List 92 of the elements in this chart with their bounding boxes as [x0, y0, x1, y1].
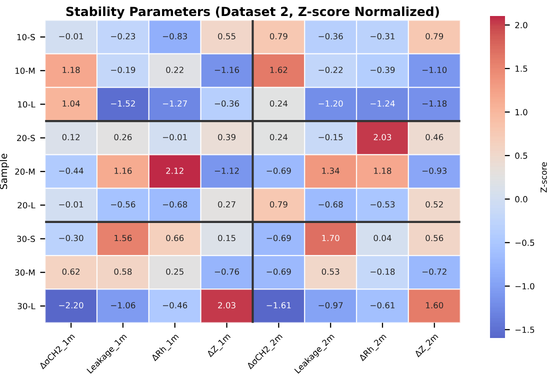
color-bar-label: −0.5 — [516, 240, 534, 246]
color-bar-label: 2.0 — [515, 22, 528, 28]
data-label: 0.53 — [322, 268, 340, 275]
data-label: 2.12 — [166, 168, 184, 174]
data-label: 1.16 — [114, 168, 132, 174]
y-tick-label: 10-S — [17, 34, 35, 40]
data-label: −0.30 — [59, 234, 84, 242]
data-label: −0.61 — [370, 302, 394, 308]
data-label: −0.69 — [266, 234, 291, 242]
data-label: 0.46 — [426, 134, 444, 140]
color-bar-label: 1.0 — [516, 109, 528, 116]
data-label: −0.19 — [111, 66, 136, 74]
y-tick-label: 30-M — [15, 269, 35, 276]
data-label: −0.46 — [162, 302, 188, 308]
data-label: 0.62 — [62, 268, 80, 275]
data-label: −1.27 — [162, 100, 187, 107]
data-label: 2.03 — [374, 134, 392, 140]
data-label: −0.44 — [59, 168, 84, 174]
data-label: 0.25 — [166, 268, 184, 275]
data-label: 0.58 — [114, 268, 132, 275]
data-label: −0.56 — [111, 201, 136, 208]
data-label: −2.20 — [59, 302, 84, 308]
data-label: 0.39 — [218, 134, 236, 140]
data-label: −1.10 — [422, 66, 447, 74]
data-label: 0.04 — [374, 234, 392, 242]
data-label: 2.03 — [218, 302, 236, 308]
data-label: −1.24 — [370, 100, 395, 107]
data-label: −0.68 — [318, 201, 343, 208]
y-tick-label: 20-M — [15, 168, 35, 175]
data-label: 1.34 — [322, 168, 340, 174]
data-label: −0.39 — [370, 66, 395, 74]
data-label: −0.83 — [162, 33, 187, 40]
data-label: −0.01 — [59, 201, 84, 208]
data-label: −0.23 — [111, 33, 136, 40]
data-label: −0.01 — [59, 33, 84, 40]
data-label: 0.26 — [114, 134, 132, 140]
data-label: −0.31 — [370, 33, 394, 40]
data-label: 0.15 — [218, 234, 236, 242]
data-label: −0.01 — [162, 134, 187, 140]
chart-title: Stability Parameters (Dataset 2, Z-score Normalized) — [66, 6, 439, 19]
data-label: −0.22 — [318, 66, 343, 74]
color-bar-label: −1.0 — [516, 283, 534, 290]
y-tick-label: 10-M — [15, 68, 35, 74]
data-label: −0.76 — [214, 268, 240, 275]
y-tick-label: 20-L — [18, 202, 36, 208]
y-tick-label: 30-S — [17, 236, 35, 242]
data-label: 0.22 — [166, 66, 184, 74]
y-tick-label: 10-L — [18, 101, 36, 108]
data-label: −0.69 — [266, 268, 291, 275]
y-tick-label: 20-S — [17, 134, 35, 142]
data-label: 0.27 — [218, 201, 236, 208]
data-label: −1.12 — [214, 168, 239, 174]
data-label: −1.20 — [318, 100, 343, 107]
data-label: 0.55 — [218, 33, 236, 40]
data-label: 1.70 — [322, 234, 340, 242]
color-bar-label: −1.5 — [516, 326, 534, 333]
data-label: −1.18 — [422, 100, 447, 107]
data-label: 1.56 — [114, 234, 132, 242]
data-label: −0.72 — [422, 268, 446, 275]
data-label: 1.60 — [426, 302, 444, 308]
data-label: −1.61 — [266, 302, 291, 308]
data-label: −1.06 — [111, 302, 136, 308]
y-axis-title: Sample — [0, 154, 10, 190]
data-label: 1.04 — [62, 100, 80, 107]
data-label: −0.15 — [318, 134, 343, 140]
data-label: −0.36 — [318, 33, 343, 40]
y-tick-label: 30-L — [18, 302, 36, 310]
data-label: −0.97 — [318, 302, 343, 308]
data-label: 0.79 — [270, 201, 288, 208]
data-label: −0.53 — [370, 201, 395, 208]
data-label: −0.93 — [422, 168, 446, 174]
data-label: 0.66 — [166, 234, 184, 242]
data-label: 0.79 — [426, 33, 444, 40]
data-label: 0.12 — [62, 134, 80, 140]
data-label: 0.24 — [270, 100, 288, 107]
data-label: −0.36 — [214, 100, 240, 107]
data-label: 0.52 — [426, 201, 443, 208]
data-label: −1.16 — [214, 66, 240, 74]
data-label: 0.56 — [426, 234, 444, 242]
color-bar-label: 0.0 — [515, 196, 528, 202]
data-label: −1.52 — [111, 100, 135, 107]
color-bar-label: 0.5 — [515, 152, 528, 159]
data-label: 1.18 — [374, 168, 392, 174]
data-label: −0.18 — [370, 268, 395, 275]
color-bar-title: Z-score — [540, 162, 547, 192]
data-label: −0.68 — [162, 201, 188, 208]
data-label: 1.18 — [62, 66, 80, 74]
color-bar-label: 1.5 — [516, 66, 528, 72]
data-label: −0.69 — [266, 168, 291, 174]
data-label: 0.24 — [270, 134, 288, 140]
data-label: 1.62 — [270, 66, 288, 74]
data-label: 0.79 — [270, 33, 288, 40]
